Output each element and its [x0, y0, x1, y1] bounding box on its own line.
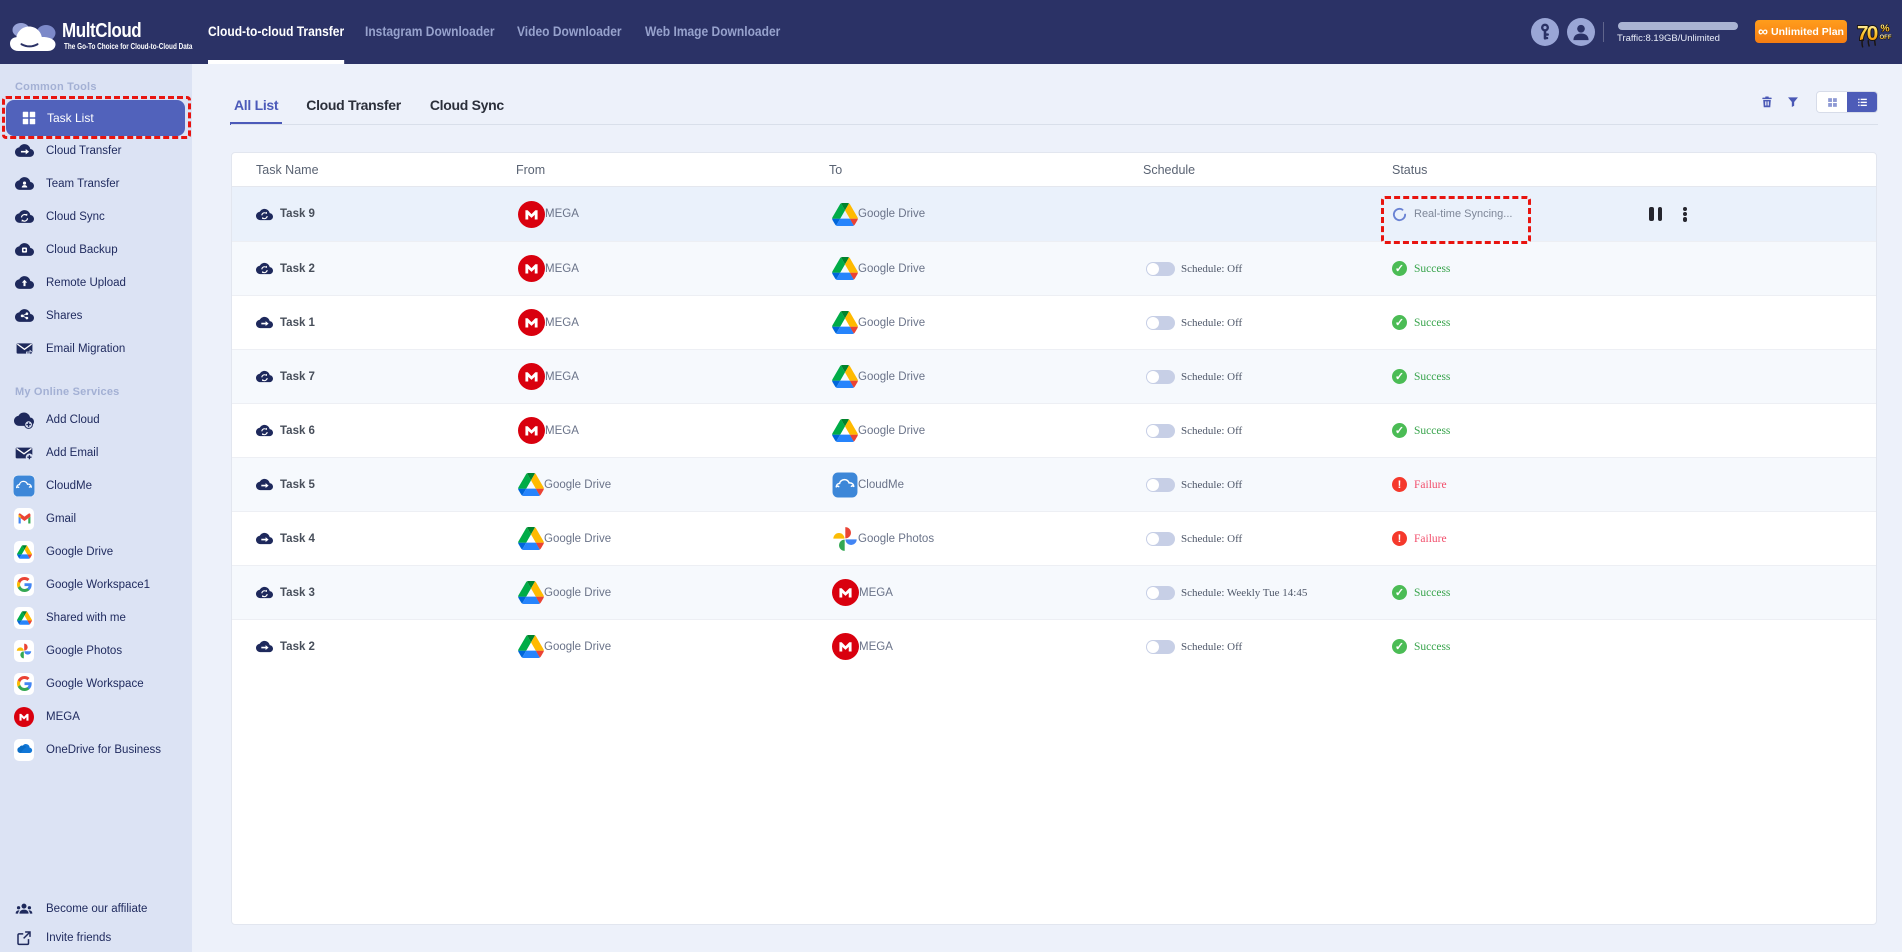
svg-text:%: %	[1880, 23, 1889, 34]
svg-text:70: 70	[1857, 22, 1878, 45]
svg-text:OFF: OFF	[1879, 35, 1891, 41]
